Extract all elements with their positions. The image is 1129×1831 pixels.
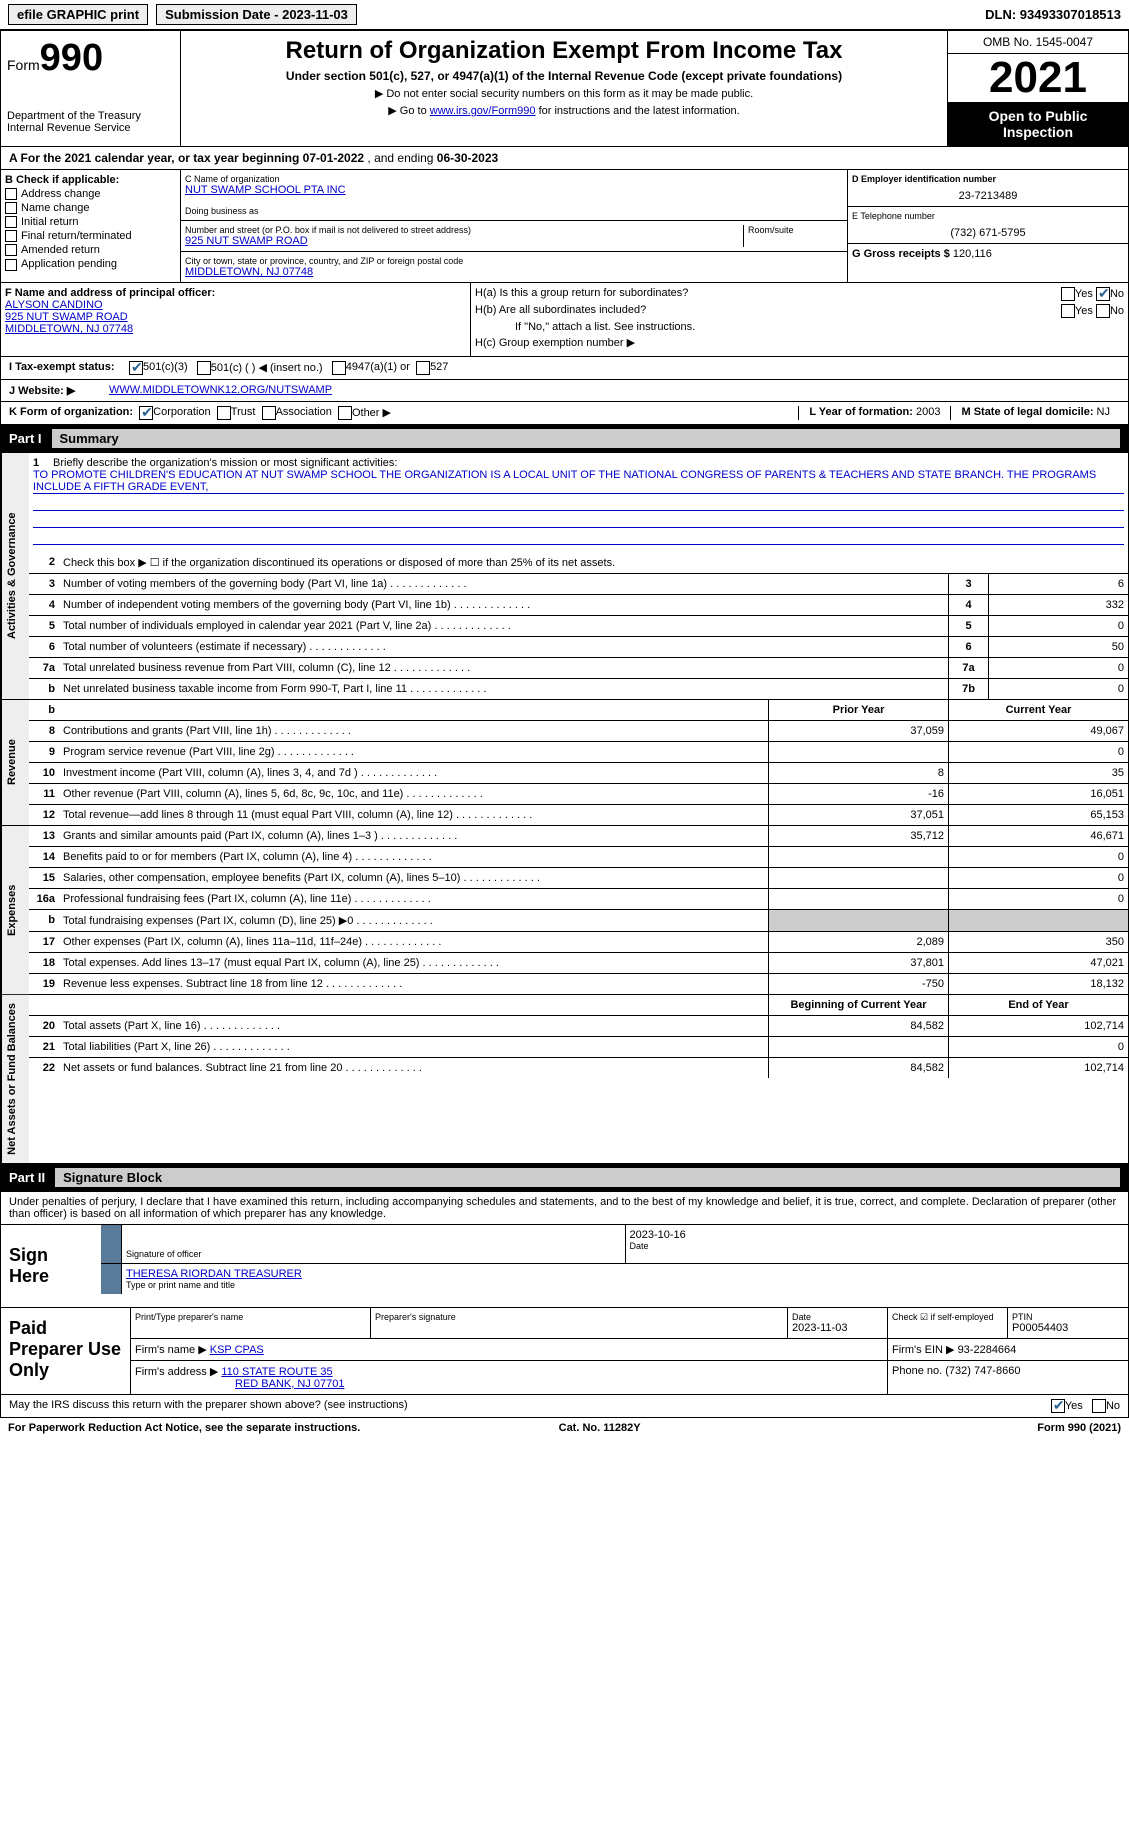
checkbox-501c[interactable] xyxy=(197,361,211,375)
arrow-icon xyxy=(101,1225,121,1263)
section-fh: F Name and address of principal officer:… xyxy=(0,283,1129,357)
website[interactable]: WWW.MIDDLETOWNK12.ORG/NUTSWAMP xyxy=(109,384,332,397)
checkbox-501c3[interactable] xyxy=(129,361,143,375)
firm-phone: (732) 747-8660 xyxy=(945,1365,1020,1377)
ein: 23-7213489 xyxy=(852,190,1124,202)
form-number: 990 xyxy=(40,37,103,79)
sign-here-block: Sign Here Signature of officer 2023-10-1… xyxy=(0,1225,1129,1308)
checkbox-name-change[interactable] xyxy=(5,202,17,214)
form-subtitle: Under section 501(c), 527, or 4947(a)(1)… xyxy=(187,69,941,83)
year-formation: 2003 xyxy=(916,406,940,418)
form-version: Form 990 (2021) xyxy=(1037,1422,1121,1434)
footer: For Paperwork Reduction Act Notice, see … xyxy=(0,1418,1129,1438)
paid-preparer-label: Paid Preparer Use Only xyxy=(1,1308,131,1394)
org-city: MIDDLETOWN, NJ 07748 xyxy=(185,266,843,278)
checkbox-discuss-no[interactable] xyxy=(1092,1399,1106,1413)
checkbox-corp[interactable] xyxy=(139,406,153,420)
checkbox-ha-no[interactable] xyxy=(1096,287,1110,301)
irs-link[interactable]: www.irs.gov/Form990 xyxy=(430,105,536,117)
org-address: 925 NUT SWAMP ROAD xyxy=(185,235,743,247)
checkbox-address-change[interactable] xyxy=(5,188,17,200)
dln: DLN: 93493307018513 xyxy=(985,7,1121,22)
part-i-revenue: Revenue b Prior Year Current Year 8Contr… xyxy=(0,700,1129,826)
checkbox-final-return[interactable] xyxy=(5,230,17,242)
declaration-text: Under penalties of perjury, I declare th… xyxy=(0,1192,1129,1225)
checkbox-initial-return[interactable] xyxy=(5,216,17,228)
checkbox-trust[interactable] xyxy=(217,406,231,420)
checkbox-discuss-yes[interactable] xyxy=(1051,1399,1065,1413)
form-header: Form990 Department of the Treasury Inter… xyxy=(0,30,1129,147)
checkbox-ha-yes[interactable] xyxy=(1061,287,1075,301)
row-a: A For the 2021 calendar year, or tax yea… xyxy=(0,147,1129,170)
side-tab-revenue: Revenue xyxy=(1,700,29,825)
submission-date: Submission Date - 2023-11-03 xyxy=(156,4,357,25)
pra-notice: For Paperwork Reduction Act Notice, see … xyxy=(8,1422,360,1434)
checkbox-amended-return[interactable] xyxy=(5,244,17,256)
part-ii-header: Part II Signature Block xyxy=(0,1164,1129,1192)
part-i-activities: Activities & Governance 1Briefly describ… xyxy=(0,453,1129,700)
side-tab-expenses: Expenses xyxy=(1,826,29,994)
checkbox-527[interactable] xyxy=(416,361,430,375)
paid-preparer-block: Paid Preparer Use Only Print/Type prepar… xyxy=(0,1308,1129,1395)
header-center: Return of Organization Exempt From Incom… xyxy=(181,31,948,146)
col-f: F Name and address of principal officer:… xyxy=(1,283,471,356)
firm-address: 110 STATE ROUTE 35 xyxy=(221,1366,332,1378)
col-h: H(a) Is this a group return for subordin… xyxy=(471,283,1128,356)
side-tab-activities: Activities & Governance xyxy=(1,453,29,699)
signature-date: 2023-10-16 xyxy=(630,1229,1125,1241)
open-to-public: Open to Public Inspection xyxy=(948,102,1128,146)
checkbox-other[interactable] xyxy=(338,406,352,420)
header-right: OMB No. 1545-0047 2021 Open to Public In… xyxy=(948,31,1128,146)
preparer-date: 2023-11-03 xyxy=(792,1322,883,1334)
sign-here-label: Sign Here xyxy=(1,1225,101,1307)
section-bcd: B Check if applicable: Address change Na… xyxy=(0,170,1129,283)
checkbox-4947[interactable] xyxy=(332,361,346,375)
row-k: K Form of organization: Corporation Trus… xyxy=(0,402,1129,425)
form-title: Return of Organization Exempt From Incom… xyxy=(187,37,941,65)
checkbox-application-pending[interactable] xyxy=(5,259,17,271)
firm-name: KSP CPAS xyxy=(210,1344,264,1356)
arrow-icon xyxy=(101,1264,121,1294)
discuss-row: May the IRS discuss this return with the… xyxy=(0,1395,1129,1418)
part-i-net-assets: Net Assets or Fund Balances Beginning of… xyxy=(0,995,1129,1164)
dept-label: Department of the Treasury Internal Reve… xyxy=(7,110,174,134)
ptin: P00054403 xyxy=(1012,1322,1124,1334)
side-tab-net-assets: Net Assets or Fund Balances xyxy=(1,995,29,1163)
cat-number: Cat. No. 11282Y xyxy=(559,1422,641,1434)
header-left: Form990 Department of the Treasury Inter… xyxy=(1,31,181,146)
state-domicile: NJ xyxy=(1097,406,1110,418)
tax-year: 2021 xyxy=(948,54,1128,102)
col-b: B Check if applicable: Address change Na… xyxy=(1,170,181,282)
omb-number: OMB No. 1545-0047 xyxy=(948,31,1128,54)
checkbox-hb-yes[interactable] xyxy=(1061,304,1075,318)
col-c: C Name of organization NUT SWAMP SCHOOL … xyxy=(181,170,848,282)
part-i-expenses: Expenses 13Grants and similar amounts pa… xyxy=(0,826,1129,995)
row-i: I Tax-exempt status: 501(c)(3) 501(c) ( … xyxy=(0,357,1129,380)
gross-receipts: 120,116 xyxy=(953,248,992,260)
checkbox-hb-no[interactable] xyxy=(1096,304,1110,318)
checkbox-assoc[interactable] xyxy=(262,406,276,420)
telephone: (732) 671-5795 xyxy=(852,227,1124,239)
firm-ein: 93-2284664 xyxy=(958,1344,1017,1356)
part-i-header: Part I Summary xyxy=(0,425,1129,453)
form-label: Form xyxy=(7,57,40,73)
top-bar: efile GRAPHIC print Submission Date - 20… xyxy=(0,0,1129,30)
col-d: D Employer identification number 23-7213… xyxy=(848,170,1128,282)
officer-signature-name: THERESA RIORDAN TREASURER xyxy=(126,1268,1124,1280)
officer-name: ALYSON CANDINO xyxy=(5,299,466,311)
efile-print-button[interactable]: efile GRAPHIC print xyxy=(8,4,148,25)
org-name: NUT SWAMP SCHOOL PTA INC xyxy=(185,184,843,196)
row-j: J Website: ▶ WWW.MIDDLETOWNK12.ORG/NUTSW… xyxy=(0,380,1129,402)
note-ssn: ▶ Do not enter social security numbers o… xyxy=(187,87,941,100)
note-link: ▶ Go to www.irs.gov/Form990 for instruct… xyxy=(187,104,941,117)
mission-text: TO PROMOTE CHILDREN'S EDUCATION AT NUT S… xyxy=(33,469,1124,494)
